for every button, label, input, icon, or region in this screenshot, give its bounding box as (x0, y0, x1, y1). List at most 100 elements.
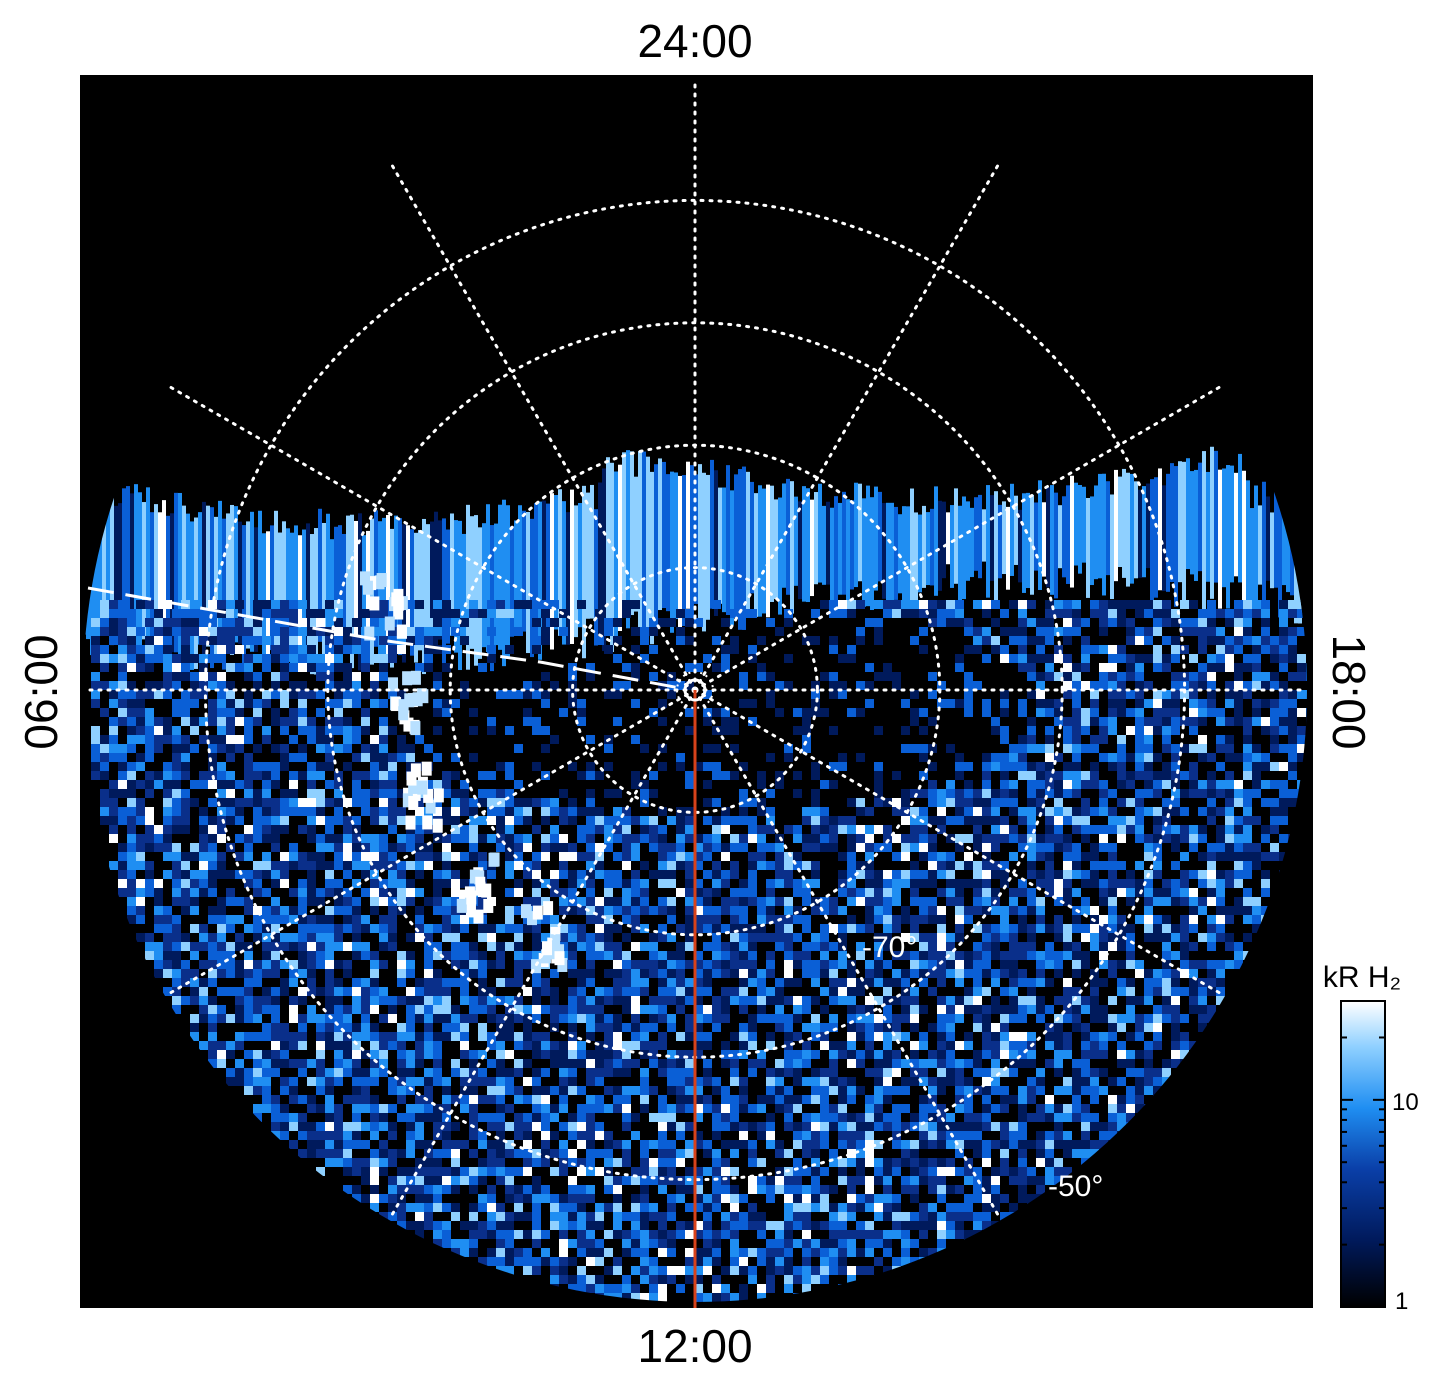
emission-pixel (847, 1014, 856, 1023)
emission-pixel (613, 942, 622, 951)
emission-pixel (613, 897, 622, 906)
emission-pixel (577, 852, 586, 861)
emission-pixel (271, 816, 280, 825)
emission-pixel (1234, 825, 1243, 834)
emission-pixel (730, 717, 739, 726)
emission-pixel (514, 627, 523, 636)
emission-pixel (379, 744, 388, 753)
emission-pixel (847, 654, 856, 663)
emission-pixel (352, 1005, 361, 1014)
emission-pixel (1081, 780, 1090, 789)
emission-pixel (883, 1095, 892, 1104)
emission-pixel (199, 888, 208, 897)
emission-pixel (199, 636, 208, 645)
emission-pixel (964, 1104, 973, 1113)
emission-streak (242, 525, 246, 671)
emission-pixel (838, 753, 847, 762)
emission-pixel (658, 852, 667, 861)
emission-pixel (172, 663, 181, 672)
emission-pixel (1000, 933, 1009, 942)
emission-pixel (145, 690, 154, 699)
emission-pixel (883, 960, 892, 969)
emission-pixel (163, 816, 172, 825)
emission-pixel (1000, 1095, 1009, 1104)
emission-pixel (514, 969, 523, 978)
emission-pixel (829, 1122, 838, 1131)
emission-pixel (919, 1068, 928, 1077)
emission-pixel (460, 852, 469, 861)
emission-pixel (1198, 933, 1207, 942)
emission-pixel (739, 816, 748, 825)
emission-pixel (631, 735, 640, 744)
emission-pixel (1009, 1014, 1018, 1023)
emission-pixel (847, 645, 856, 654)
emission-streak (838, 502, 842, 595)
emission-pixel (1063, 1077, 1072, 1086)
emission-pixel (226, 951, 235, 960)
emission-pixel (1171, 609, 1180, 618)
emission-pixel (271, 762, 280, 771)
emission-pixel (613, 789, 622, 798)
emission-pixel (595, 1014, 604, 1023)
emission-pixel (1045, 852, 1054, 861)
emission-pixel (766, 618, 775, 627)
emission-pixel (226, 627, 235, 636)
emission-pixel (334, 933, 343, 942)
emission-pixel (343, 816, 352, 825)
emission-pixel (100, 618, 109, 627)
emission-pixel (1162, 744, 1171, 753)
emission-streak (266, 531, 270, 664)
emission-pixel (586, 1005, 595, 1014)
emission-streak (334, 526, 338, 650)
emission-pixel (496, 789, 505, 798)
emission-pixel (334, 618, 343, 627)
emission-pixel (703, 1059, 712, 1068)
emission-pixel (478, 978, 487, 987)
emission-pixel (226, 987, 235, 996)
emission-pixel (919, 1059, 928, 1068)
emission-pixel (1207, 699, 1216, 708)
emission-pixel (190, 780, 199, 789)
emission-pixel (847, 1059, 856, 1068)
emission-pixel (280, 870, 289, 879)
emission-pixel (721, 1005, 730, 1014)
emission-pixel (361, 1023, 370, 1032)
emission-pixel (595, 1077, 604, 1086)
emission-pixel (613, 1095, 622, 1104)
emission-pixel (1144, 834, 1153, 843)
emission-pixel (136, 852, 145, 861)
emission-pixel (91, 645, 100, 654)
emission-pixel (1189, 888, 1198, 897)
emission-pixel (865, 1005, 874, 1014)
emission-streak (494, 523, 498, 646)
emission-pixel (1000, 834, 1009, 843)
emission-pixel (748, 645, 757, 654)
emission-pixel (946, 1113, 955, 1122)
emission-pixel (1261, 699, 1270, 708)
emission-pixel (640, 789, 649, 798)
emission-pixel (559, 1014, 568, 1023)
emission-pixel (973, 942, 982, 951)
emission-pixel (163, 672, 172, 681)
emission-pixel (217, 636, 226, 645)
emission-streak (318, 508, 322, 642)
emission-pixel (325, 987, 334, 996)
emission-pixel (1126, 798, 1135, 807)
emission-pixel (451, 942, 460, 951)
emission-pixel (1270, 852, 1279, 861)
emission-pixel (514, 852, 523, 861)
emission-pixel (874, 978, 883, 987)
emission-streak (822, 505, 826, 585)
emission-pixel (154, 726, 163, 735)
emission-pixel (244, 753, 253, 762)
emission-pixel (1216, 906, 1225, 915)
emission-pixel (910, 1050, 919, 1059)
emission-pixel (388, 1077, 397, 1086)
emission-pixel (514, 744, 523, 753)
emission-pixel (757, 771, 766, 780)
emission-pixel (784, 1023, 793, 1032)
emission-pixel (406, 1050, 415, 1059)
emission-pixel (604, 987, 613, 996)
emission-pixel (325, 870, 334, 879)
emission-pixel (739, 1050, 748, 1059)
